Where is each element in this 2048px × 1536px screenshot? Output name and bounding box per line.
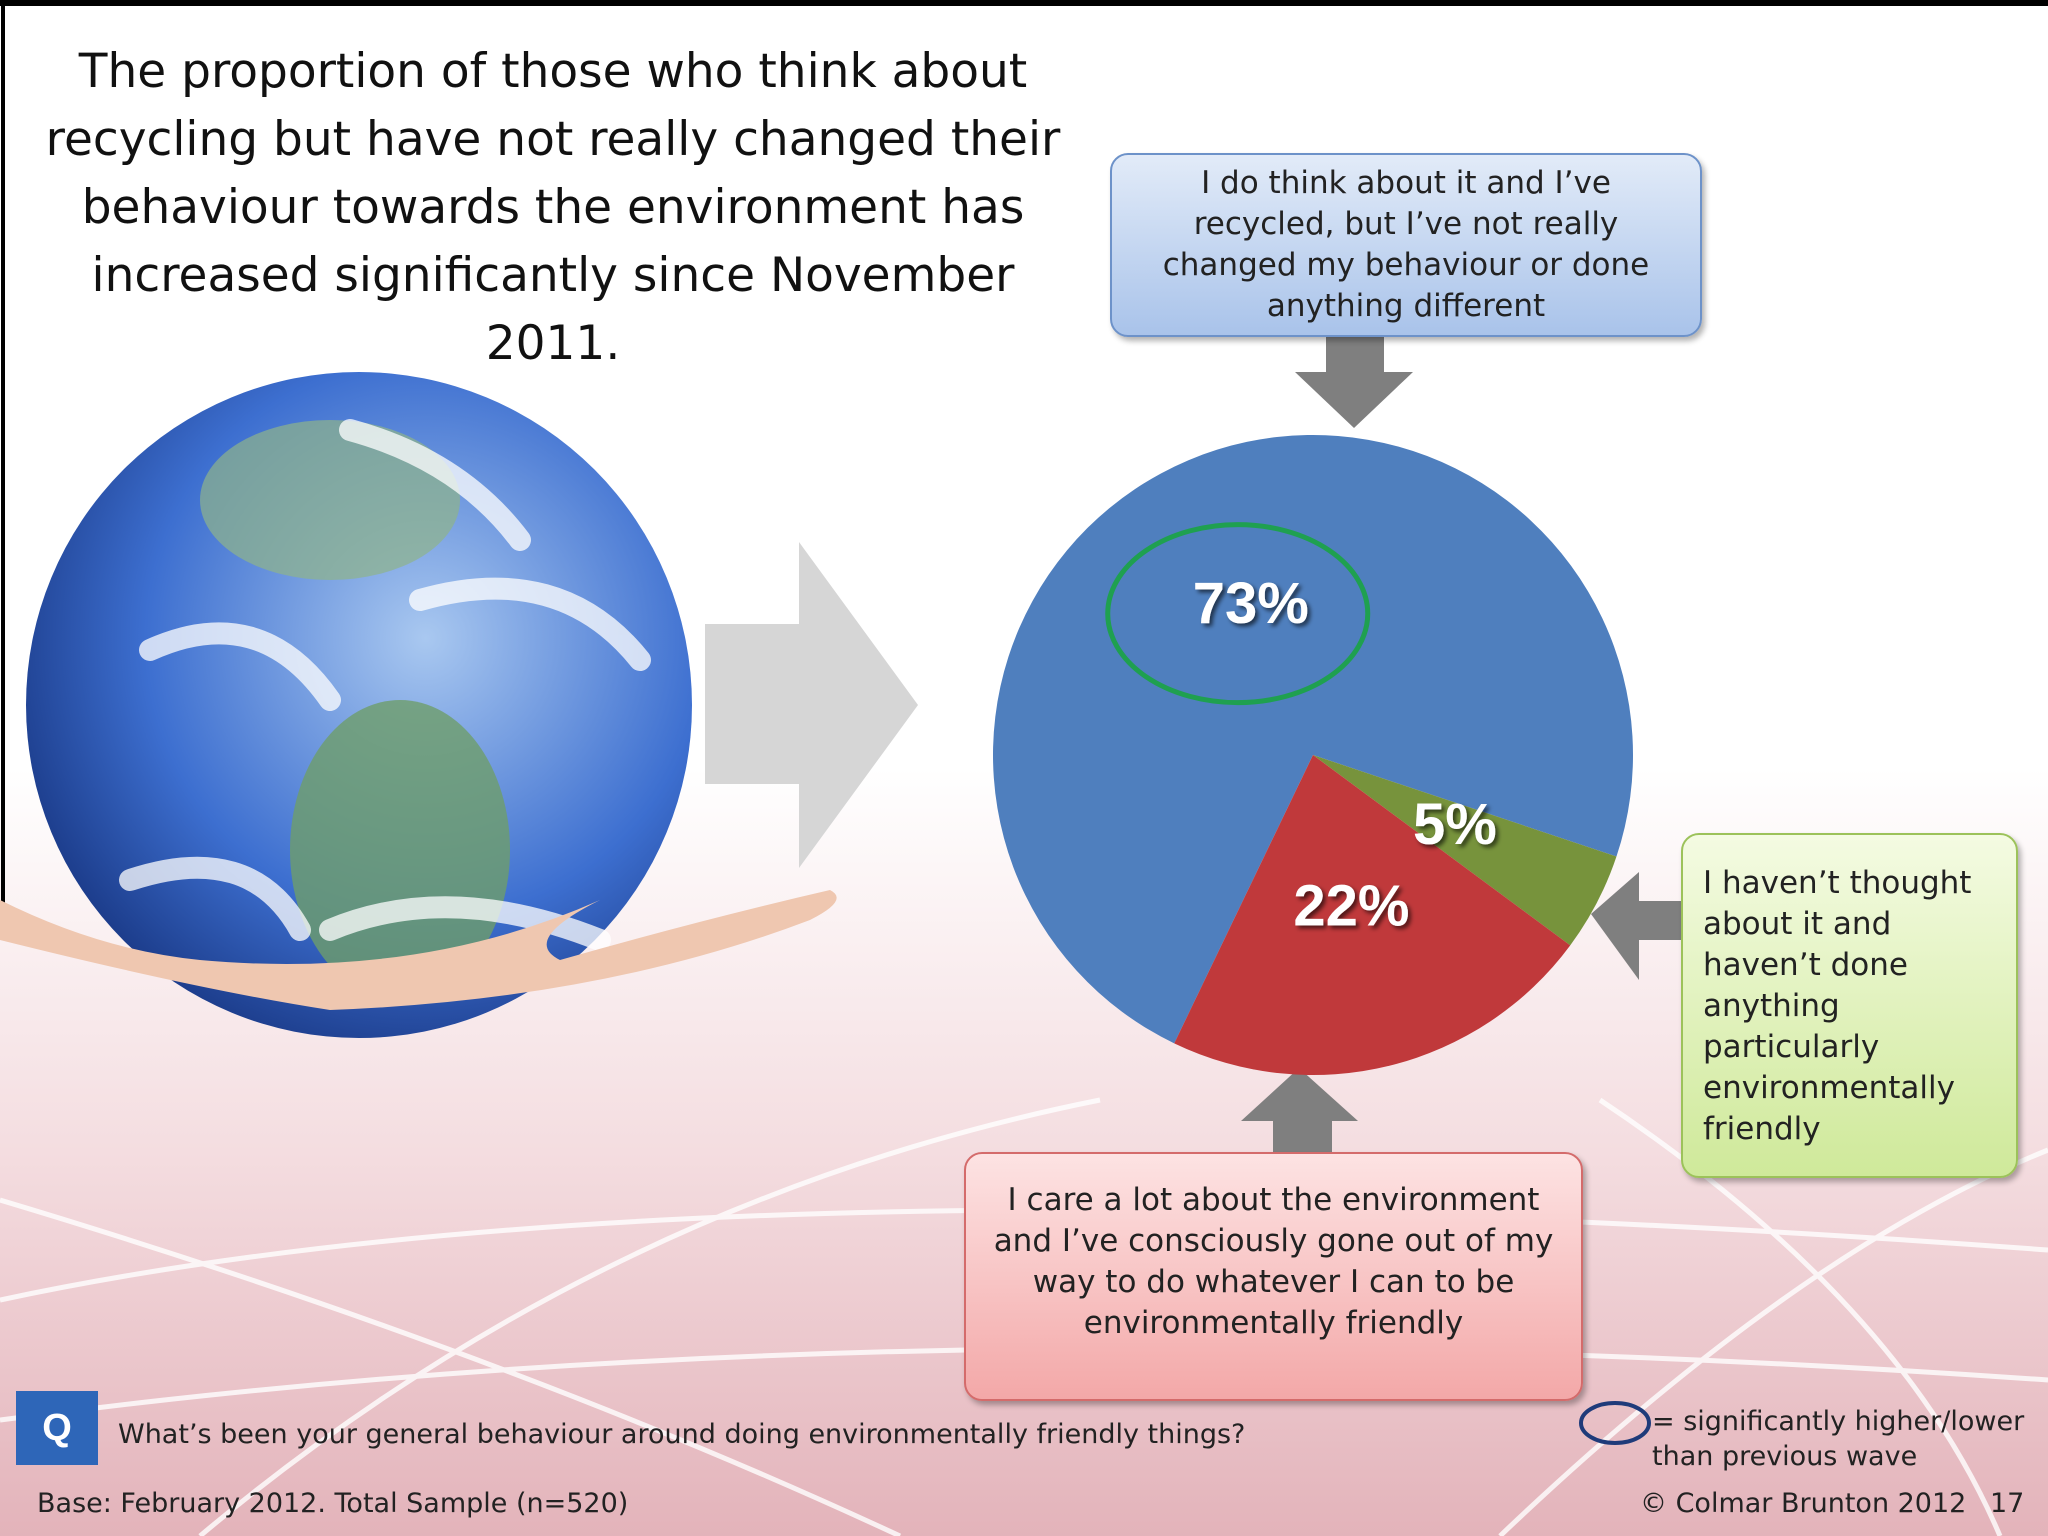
callout-label: I do think about it and I’ve recycled, b… (1110, 153, 1702, 337)
significance-legend-marker (1579, 1401, 1651, 1445)
chart-title: The proportion of those who think about … (45, 44, 1061, 371)
data-label: 73% (1193, 571, 1309, 636)
big-arrow (705, 542, 918, 868)
copyright: © Colmar Brunton 2012 (1640, 1488, 1967, 1519)
pie-slice (993, 435, 1634, 1044)
base-note: Base: February 2012. Total Sample (n=520… (37, 1488, 629, 1519)
significance-marker (1105, 522, 1371, 706)
background-streaks (0, 1097, 2048, 1536)
question-text: What’s been your general behaviour aroun… (118, 1419, 1246, 1450)
callout-label: I care a lot about the environment and I… (964, 1152, 1583, 1401)
page-number: 17 (1990, 1488, 2025, 1519)
callout-arrows (1241, 337, 1681, 1153)
pie-slice (1174, 755, 1571, 1075)
data-label: 5% (1413, 792, 1497, 857)
callout-label: I haven’t thought about it and haven’t d… (1681, 833, 2018, 1178)
pie-slice (1313, 755, 1617, 946)
significance-note: = significantly higher/lower than previo… (1652, 1406, 2025, 1472)
question-icon: Q (16, 1391, 98, 1465)
data-label: 22% (1293, 874, 1409, 939)
globe-illustration (26, 372, 692, 1038)
hand-illustration (0, 890, 837, 1010)
